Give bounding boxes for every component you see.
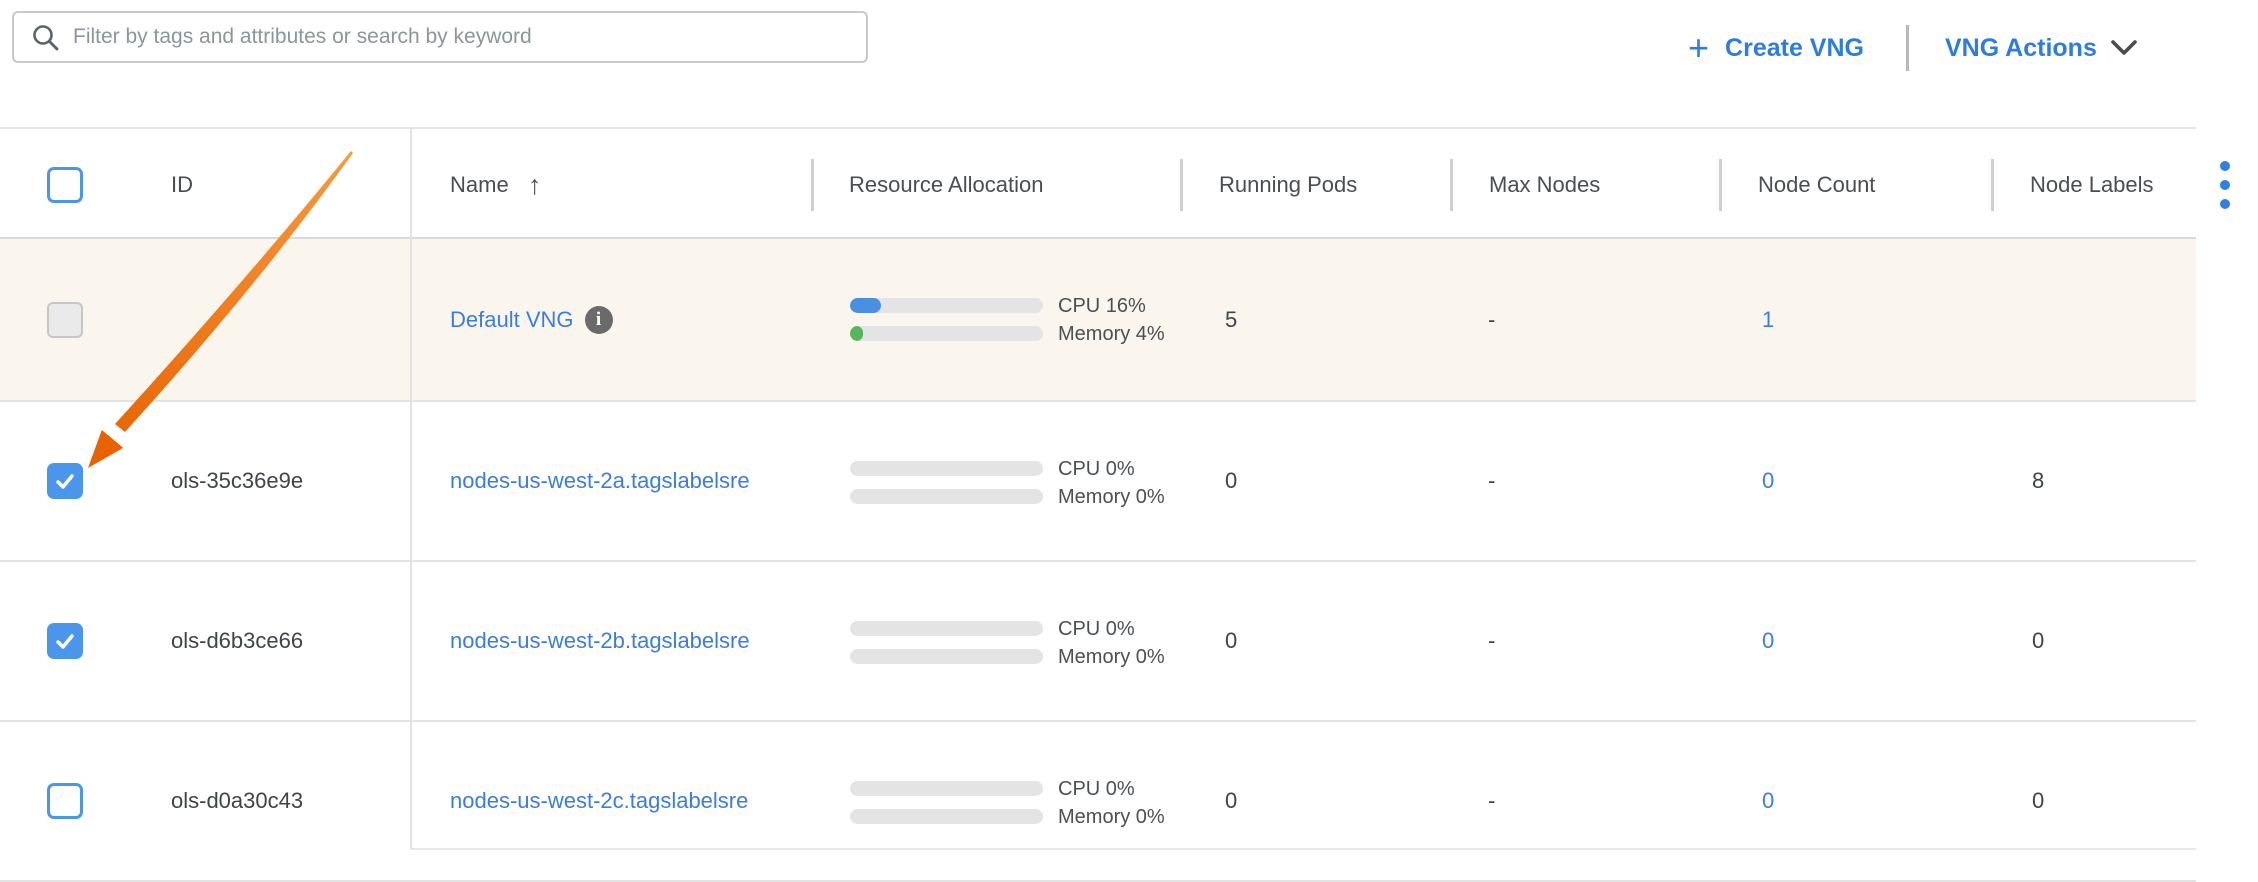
cpu-usage-bar <box>850 298 1043 313</box>
node-count-link[interactable]: 0 <box>1762 628 1775 653</box>
column-divider <box>1991 159 1994 211</box>
chevron-down-icon <box>2111 40 2137 55</box>
table-row: ols-35c36e9e nodes-us-west-2a.tagslabels… <box>0 402 2196 562</box>
table-header: ID Name ↑ Resource Allocation Running Po… <box>0 127 2230 239</box>
memory-usage-label: Memory 0% <box>1058 646 1165 668</box>
cpu-usage-label: CPU 16% <box>1058 295 1146 317</box>
cpu-usage-label: CPU 0% <box>1058 778 1135 800</box>
memory-usage-label: Memory 4% <box>1058 323 1165 345</box>
row-id: ols-d6b3ce66 <box>171 628 304 653</box>
memory-usage-bar-fill <box>850 326 863 341</box>
node-count-link[interactable]: 0 <box>1762 468 1775 493</box>
node-labels-value: 0 <box>2032 628 2045 653</box>
column-header-running-pods[interactable]: Running Pods <box>1219 172 1358 197</box>
row-name-link[interactable]: nodes-us-west-2c.tagslabelsre <box>450 788 749 813</box>
row-name-link[interactable]: nodes-us-west-2b.tagslabelsre <box>450 628 750 653</box>
cpu-usage-bar-fill <box>850 298 881 313</box>
table-bottom-border <box>410 848 2196 850</box>
column-divider <box>1719 159 1722 211</box>
select-all-checkbox[interactable] <box>47 167 83 203</box>
node-labels-value: 0 <box>2032 788 2045 813</box>
memory-usage-bar <box>850 489 1043 504</box>
running-pods-value: 0 <box>1225 628 1238 653</box>
vng-page: { "toolbar": { "search_placeholder": "Fi… <box>0 11 2230 882</box>
vertical-three-dots-kebab-icon[interactable] <box>2220 161 2230 209</box>
row-name-cell: nodes-us-west-2a.tagslabelsre <box>450 402 750 560</box>
column-header-name[interactable]: Name <box>450 172 509 197</box>
table-row: ols-d6b3ce66 nodes-us-west-2b.tagslabels… <box>0 562 2196 722</box>
magnifier-icon <box>33 24 59 50</box>
max-nodes-value: - <box>1488 468 1496 493</box>
memory-usage-bar <box>850 649 1043 664</box>
memory-usage-label: Memory 0% <box>1058 806 1165 828</box>
cpu-usage-bar <box>850 621 1043 636</box>
row-id: ols-d0a30c43 <box>171 788 304 813</box>
vng-table: ID Name ↑ Resource Allocation Running Po… <box>0 127 2230 882</box>
row-checkbox[interactable] <box>47 783 83 819</box>
create-vng-label: Create VNG <box>1725 33 1864 62</box>
max-nodes-value: - <box>1488 628 1496 653</box>
check-icon <box>56 474 74 489</box>
node-count-link[interactable]: 0 <box>1762 788 1775 813</box>
row-name-cell: nodes-us-west-2b.tagslabelsre <box>450 562 750 720</box>
max-nodes-value: - <box>1488 306 1496 332</box>
search-input[interactable] <box>73 13 866 61</box>
row-checkbox[interactable] <box>47 463 83 499</box>
running-pods-value: 0 <box>1225 788 1238 813</box>
row-name-link[interactable]: nodes-us-west-2a.tagslabelsre <box>450 468 750 493</box>
column-header-id[interactable]: ID <box>171 172 193 197</box>
running-pods-value: 0 <box>1225 468 1238 493</box>
vng-actions-dropdown-button[interactable]: VNG Actions <box>1945 34 2137 63</box>
cpu-usage-bar <box>850 461 1043 476</box>
info-circle-icon[interactable]: i <box>584 305 613 334</box>
node-count-link[interactable]: 1 <box>1762 306 1775 332</box>
filter-search-box[interactable] <box>12 11 868 63</box>
create-vng-button[interactable]: + Create VNG <box>1688 30 1864 66</box>
running-pods-value: 5 <box>1225 306 1238 332</box>
column-header-resource-allocation[interactable]: Resource Allocation <box>849 172 1044 197</box>
column-header-max-nodes[interactable]: Max Nodes <box>1489 172 1601 197</box>
row-name-link[interactable]: Default VNG <box>450 306 574 332</box>
row-checkbox[interactable] <box>47 623 83 659</box>
cpu-usage-bar <box>850 781 1043 796</box>
column-header-node-count[interactable]: Node Count <box>1758 172 1876 197</box>
toolbar-divider <box>1905 25 1909 71</box>
toolbar-actions: + Create VNG VNG Actions <box>1688 24 2137 72</box>
id-name-column-border <box>410 127 412 850</box>
cpu-usage-label: CPU 0% <box>1058 458 1135 480</box>
row-checkbox <box>47 301 83 338</box>
cpu-usage-label: CPU 0% <box>1058 618 1135 640</box>
column-header-node-labels[interactable]: Node Labels <box>2030 172 2154 197</box>
row-id: ols-35c36e9e <box>171 468 304 493</box>
table-body: Default VNG i CPU 16% Memory 4% 5 - 1 ol… <box>0 239 2196 882</box>
arrow-up-sort-ascending-icon[interactable]: ↑ <box>528 169 542 200</box>
memory-usage-bar <box>850 809 1043 824</box>
memory-usage-bar <box>850 326 1043 341</box>
memory-usage-label: Memory 0% <box>1058 486 1165 508</box>
vng-actions-label: VNG Actions <box>1944 33 2097 62</box>
column-divider <box>1180 159 1183 211</box>
table-row: ols-d0a30c43 nodes-us-west-2c.tagslabels… <box>0 722 2196 882</box>
row-name-cell: nodes-us-west-2c.tagslabelsre <box>450 722 748 880</box>
node-labels-value: 8 <box>2032 468 2045 493</box>
row-name-cell: Default VNG i <box>450 239 613 400</box>
plus-icon: + <box>1688 27 1710 68</box>
table-row: Default VNG i CPU 16% Memory 4% 5 - 1 <box>0 239 2196 402</box>
column-divider <box>1450 159 1453 211</box>
max-nodes-value: - <box>1488 788 1496 813</box>
column-divider <box>811 159 814 211</box>
check-icon <box>56 634 74 649</box>
